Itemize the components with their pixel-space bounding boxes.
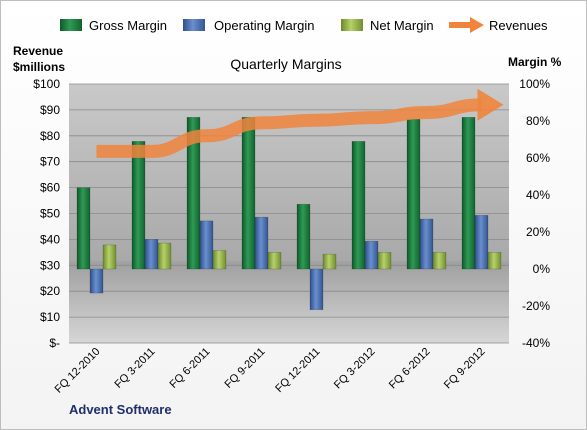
x-tick-label: FQ 9-2012 (442, 346, 488, 392)
bar-gross-margin (241, 117, 256, 270)
right-tick-label: 60% (526, 151, 550, 165)
x-tick-label: FQ 9-2011 (223, 346, 268, 391)
legend-swatch-gross-margin (60, 19, 82, 31)
bar-operating-margin (254, 216, 269, 270)
x-tick-label: FQ 12-2011 (273, 346, 322, 395)
left-tick-label: $60 (40, 181, 60, 195)
left-tick-label: $40 (40, 232, 60, 246)
bar-operating-margin (419, 218, 434, 270)
bar-gross-margin (351, 141, 366, 270)
x-tick-label: FQ 12-2010 (53, 346, 103, 396)
x-tick-label: FQ 6-2011 (168, 346, 213, 391)
bar-gross-margin (406, 118, 421, 270)
right-tick-label: 0% (533, 262, 551, 276)
right-tick-label: -40% (522, 336, 550, 350)
left-tick-label: $50 (40, 207, 60, 221)
right-tick-label: 40% (526, 188, 550, 202)
bar-net-margin (322, 253, 337, 270)
bar-net-margin (487, 252, 502, 270)
left-tick-label: $70 (40, 155, 60, 169)
bar-operating-margin (309, 268, 324, 311)
bar-net-margin (157, 242, 172, 270)
bar-net-margin (432, 252, 447, 270)
legend-item-revenues[interactable]: Revenues (449, 17, 548, 33)
right-tick-label: -20% (522, 299, 550, 313)
bar-operating-margin (474, 215, 489, 270)
left-tick-label: $- (49, 336, 60, 350)
bar-operating-margin (199, 220, 214, 270)
right-axis-label: Margin % (508, 55, 562, 69)
legend-item-net-margin[interactable]: Net Margin (341, 18, 434, 33)
left-tick-label: $20 (40, 284, 60, 298)
bar-gross-margin (186, 117, 201, 270)
bar-gross-margin (296, 203, 311, 270)
bar-operating-margin (144, 239, 159, 270)
right-tick-label: 20% (526, 225, 550, 239)
legend-swatch-net-margin (341, 19, 363, 31)
chart-title: Quarterly Margins (230, 56, 341, 72)
right-tick-label: 100% (519, 77, 550, 91)
left-axis-ticks: $- $10 $20 $30 $40 $50 $60 $70 $80 $90 $100 (33, 77, 60, 350)
left-tick-label: $10 (40, 310, 60, 324)
left-tick-label: $80 (40, 129, 60, 143)
bar-net-margin (267, 252, 282, 270)
legend-swatch-operating-margin (183, 19, 205, 31)
bar-gross-margin (461, 117, 476, 270)
revenue-line (96, 88, 504, 158)
revenue-line-path (96, 98, 482, 158)
legend-swatch-revenues (449, 17, 484, 33)
left-axis-label-line2: $millions (13, 60, 65, 74)
legend-label-gross-margin: Gross Margin (89, 18, 167, 33)
bars (76, 117, 502, 311)
x-tick-label: FQ 3-2012 (332, 346, 378, 392)
company-label: Advent Software (69, 402, 172, 417)
legend-label-net-margin: Net Margin (370, 18, 434, 33)
bar-gross-margin (131, 141, 146, 270)
x-axis-ticks: FQ 12-2010 FQ 3-2011 FQ 6-2011 FQ 9-2011 FQ … (53, 346, 488, 396)
left-axis-label-line1: Revenue (13, 44, 63, 58)
bar-net-margin (102, 244, 117, 270)
left-tick-label: $90 (40, 103, 60, 117)
revenue-arrowhead (477, 88, 504, 121)
right-axis-ticks: -40% -20% 0% 20% 40% 60% 80% 100% (519, 77, 550, 350)
left-tick-label: $30 (40, 258, 60, 272)
right-tick-label: 80% (526, 114, 550, 128)
bar-operating-margin (364, 240, 379, 270)
bar-operating-margin (89, 268, 104, 294)
legend-item-operating-margin[interactable]: Operating Margin (183, 18, 314, 33)
legend-item-gross-margin[interactable]: Gross Margin (60, 18, 167, 33)
x-tick-label: FQ 6-2012 (387, 346, 433, 392)
legend-label-revenues: Revenues (489, 18, 548, 33)
legend: Gross Margin Operating Margin Net Margin… (60, 17, 548, 33)
bar-net-margin (377, 252, 392, 270)
bar-net-margin (212, 250, 227, 270)
bar-gross-margin (76, 187, 91, 270)
left-tick-label: $100 (33, 77, 60, 91)
x-tick-label: FQ 3-2011 (113, 346, 158, 391)
legend-label-operating-margin: Operating Margin (214, 18, 314, 33)
